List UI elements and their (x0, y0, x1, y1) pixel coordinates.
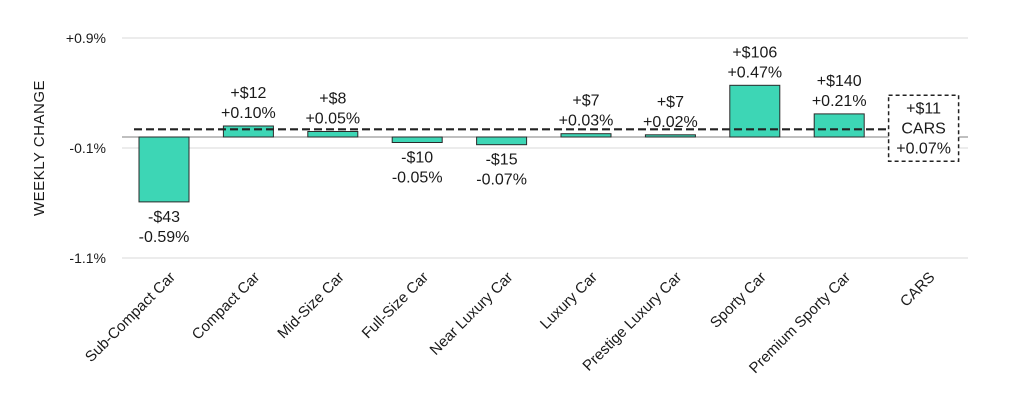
average-name-label: CARS (901, 120, 945, 137)
bar (222, 125, 274, 138)
bar-percent-label: +0.21% (812, 93, 867, 110)
average-dollar-label: +$11 (906, 100, 941, 117)
bar-dollar-label: +$106 (732, 44, 777, 61)
bar (307, 131, 359, 138)
bar-dollar-label: +$7 (572, 93, 599, 110)
bar (476, 136, 528, 146)
bar-percent-label: +0.03% (559, 113, 614, 130)
bar (644, 134, 696, 138)
bar-dollar-label: +$12 (230, 85, 266, 102)
bar-dollar-label: -$15 (486, 152, 518, 169)
bar-dollar-label: +$140 (817, 73, 862, 90)
bar (138, 136, 190, 203)
label-layer: -$43 -0.59% Sub-Compact Car +$12 +0.10% Compa… (82, 44, 951, 377)
bar-percent-label: +0.05% (305, 111, 360, 128)
bar-percent-label: -0.07% (476, 172, 527, 189)
x-category-label: CARS (897, 269, 938, 310)
y-tick-label: +0.9% (66, 30, 106, 46)
bar-percent-label: +0.10% (221, 105, 276, 122)
line-layer (134, 94, 960, 163)
bar (560, 133, 612, 138)
average-callout-box (887, 94, 960, 163)
x-category-label: Full-Size Car (359, 269, 432, 342)
grid-layer: +0.9% -0.1% -1.1% (66, 30, 968, 266)
x-category-label: Sub-Compact Car (82, 269, 179, 366)
bar-dollar-label: +$8 (319, 91, 346, 108)
y-axis-title: WEEKLY CHANGE (31, 80, 48, 216)
x-category-label: Mid-Size Car (274, 269, 347, 342)
x-category-label: Compact Car (189, 269, 264, 344)
bar (391, 136, 443, 143)
bar-percent-label: +0.02% (643, 114, 698, 131)
bar-percent-label: -0.05% (392, 170, 443, 187)
bar-dollar-label: +$7 (657, 94, 684, 111)
y-tick-label: -1.1% (69, 250, 106, 266)
bar (813, 113, 865, 138)
bar-dollar-label: -$10 (401, 150, 433, 167)
bar-layer (138, 84, 865, 203)
x-category-label: Near Luxury Car (427, 269, 517, 359)
average-percent-label: +0.07% (896, 140, 951, 157)
bar-percent-label: -0.59% (139, 229, 190, 246)
x-category-label: Sporty Car (707, 269, 770, 332)
bar-percent-label: +0.47% (727, 64, 782, 81)
x-category-label: Luxury Car (537, 269, 601, 333)
bar-dollar-label: -$43 (148, 209, 180, 226)
y-tick-label: -0.1% (69, 140, 106, 156)
